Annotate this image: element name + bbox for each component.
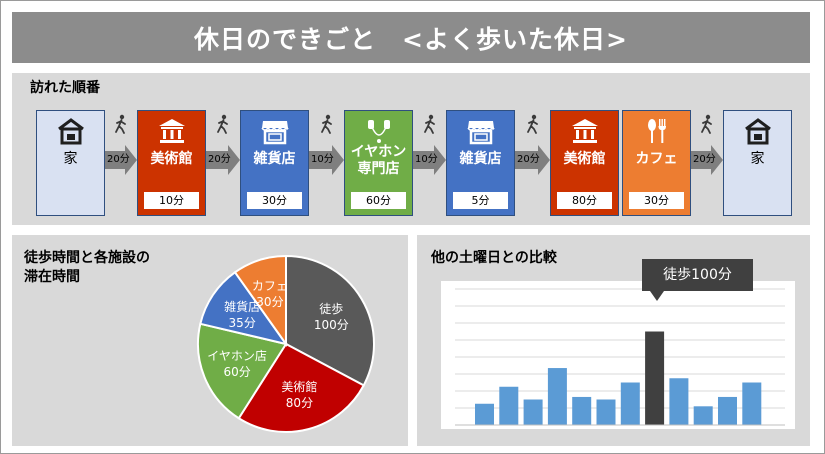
pie-chart — [197, 254, 375, 433]
shop-icon — [241, 117, 308, 145]
walk-arrow — [691, 145, 723, 175]
walk-time-label: 10分 — [311, 154, 334, 165]
pie-slice-name: イヤホン店 — [207, 348, 267, 363]
walk-time-label: 20分 — [208, 154, 231, 165]
callout-label: 徒歩100分 — [663, 267, 732, 283]
pie-heading-line2: 滞在時間 — [24, 269, 80, 285]
bar — [620, 382, 640, 425]
route-stop: 美術館 80分 — [550, 110, 619, 216]
pie-slice-value: 100分 — [313, 317, 349, 332]
shop-icon — [447, 117, 514, 145]
walk-arrow — [413, 145, 446, 175]
route-stop-duration: 30分 — [247, 192, 302, 209]
route-stop-duration: 60分 — [351, 192, 406, 209]
pie-slice — [199, 270, 289, 346]
plot-area — [441, 281, 795, 429]
bar — [523, 399, 543, 425]
route-stop: 家 — [723, 110, 792, 216]
bar — [547, 368, 567, 425]
pie-slice-name: 美術館 — [281, 380, 318, 395]
walk-arrow — [206, 145, 240, 175]
route-stop-label: 家 — [63, 151, 78, 167]
pie-slice-value: 80分 — [285, 396, 314, 411]
route-stop-label: 美術館 — [150, 151, 193, 167]
pie-slice-label: 雑貨店 35分 — [202, 299, 282, 331]
walking-person-icon — [421, 114, 439, 134]
bar — [693, 406, 713, 425]
pie-slice-label: カフェ 30分 — [230, 278, 310, 310]
pie-slice — [197, 322, 288, 420]
bar — [669, 378, 689, 425]
walking-person-icon — [318, 114, 336, 134]
museum-icon — [138, 117, 205, 145]
walk-arrow — [105, 145, 137, 175]
museum-icon — [551, 117, 618, 145]
walk-time-label: 20分 — [107, 154, 130, 165]
route-stop: イヤホン 専門店 60分 — [344, 110, 413, 216]
route-stop-label: 家 — [750, 151, 765, 167]
bar — [742, 382, 762, 425]
walking-person-icon — [524, 114, 542, 134]
route-stop-duration: 80分 — [557, 192, 612, 209]
walk-time-label: 10分 — [415, 154, 438, 165]
bar-chart — [441, 281, 795, 429]
walking-person-icon — [214, 114, 232, 134]
pie-heading-line1: 徒歩時間と各施設の — [24, 250, 150, 266]
route-stop: 雑貨店 5分 — [446, 110, 515, 216]
pie-slice-label: イヤホン店 60分 — [197, 348, 277, 380]
route-stop-label: イヤホン 専門店 — [350, 144, 407, 177]
pie-slice-label: 美術館 80分 — [259, 379, 339, 411]
walk-time-label: 20分 — [693, 154, 716, 165]
route-stop-label: 雑貨店 — [253, 151, 296, 167]
pie-slice-label: 徒歩 100分 — [291, 301, 371, 333]
callout-box — [642, 259, 753, 291]
walk-arrow — [309, 145, 344, 175]
house-icon — [37, 117, 104, 145]
earphones-icon — [345, 117, 412, 145]
pie-slice — [237, 342, 366, 433]
walking-person-icon — [112, 114, 130, 134]
pie-heading: 徒歩時間と各施設の 滞在時間 — [24, 249, 150, 287]
pie-slice — [233, 254, 287, 348]
callout-pointer — [650, 291, 664, 301]
bar — [475, 403, 494, 425]
route-stop: カフェ 30分 — [622, 110, 691, 216]
pie-slice-name: 雑貨店 — [224, 299, 261, 314]
pie-slice — [285, 254, 375, 387]
route-stop: 家 — [36, 110, 105, 216]
house-icon — [724, 117, 791, 145]
pie-slice-value: 30分 — [256, 294, 284, 309]
route-heading: 訪れた順番 — [30, 80, 100, 96]
bar-heading: 他の土曜日との比較 — [431, 250, 557, 266]
route-stop-label: カフェ — [635, 151, 678, 167]
route-stop-label: 雑貨店 — [459, 151, 502, 167]
bar — [499, 386, 519, 425]
route-stop-duration: 30分 — [629, 192, 684, 209]
pie-slice-value: 35分 — [228, 315, 256, 330]
pie-slice-value: 60分 — [223, 364, 251, 379]
cutlery-icon — [623, 117, 690, 145]
route-stop-duration: 10分 — [144, 192, 199, 209]
bar — [572, 396, 592, 425]
route-stop: 美術館 10分 — [137, 110, 206, 216]
walk-arrow — [515, 145, 550, 175]
pie-slice-name: 徒歩 — [319, 301, 344, 316]
pie-slice-name: カフェ — [251, 278, 288, 293]
bar — [596, 399, 616, 425]
route-stop-label: 美術館 — [563, 151, 606, 167]
page-title: 休日のできごと <よく歩いた休日> — [12, 12, 810, 63]
walking-person-icon — [698, 114, 716, 134]
bar-highlight — [645, 331, 665, 425]
bar — [718, 396, 737, 425]
route-stop: 雑貨店 30分 — [240, 110, 309, 216]
walk-time-label: 20分 — [517, 154, 540, 165]
route-stop-duration: 5分 — [453, 192, 508, 209]
